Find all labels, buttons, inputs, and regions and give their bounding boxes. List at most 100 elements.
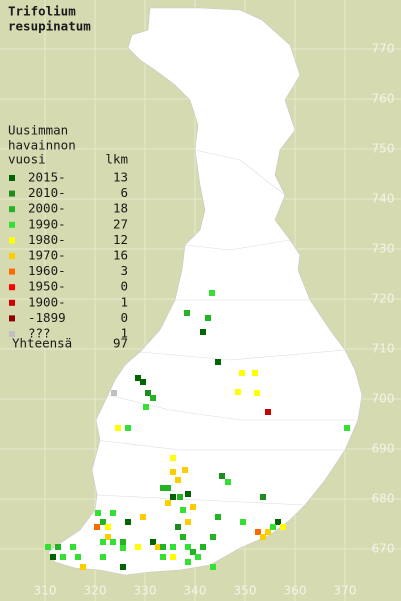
x-tick-label: 310 xyxy=(34,584,57,598)
y-tick-label: 760 xyxy=(372,92,395,106)
observation xyxy=(200,329,206,335)
observation xyxy=(111,390,117,396)
legend-count: 12 xyxy=(113,232,128,247)
observation xyxy=(105,534,111,540)
observation xyxy=(160,554,166,560)
observation xyxy=(135,544,141,550)
title: Trifolium xyxy=(8,4,76,19)
legend-swatch xyxy=(9,331,15,337)
observation xyxy=(280,524,286,530)
legend-count: 1 xyxy=(120,326,128,341)
observation xyxy=(344,425,350,431)
observation xyxy=(170,544,176,550)
y-tick-label: 670 xyxy=(372,542,395,556)
legend-label: 1950- xyxy=(28,279,66,294)
observation xyxy=(180,534,186,540)
observation xyxy=(170,554,176,560)
observation xyxy=(175,477,181,483)
x-tick-label: 320 xyxy=(84,584,107,598)
legend-header: Uusimman xyxy=(8,123,68,138)
observation xyxy=(100,554,106,560)
legend-label: 2000- xyxy=(28,201,66,216)
legend-label: 1990- xyxy=(28,216,66,231)
legend-label: 1900- xyxy=(28,294,66,309)
observation xyxy=(190,504,196,510)
observation xyxy=(260,534,266,540)
title: resupinatum xyxy=(8,19,91,34)
observation xyxy=(195,554,201,560)
observation xyxy=(205,315,211,321)
observation xyxy=(125,425,131,431)
observation xyxy=(170,455,176,461)
legend-swatch xyxy=(9,175,15,181)
legend-count: 18 xyxy=(113,201,128,216)
legend-swatch xyxy=(9,299,15,306)
legend-swatch xyxy=(9,268,15,275)
observation xyxy=(270,524,276,530)
observation xyxy=(105,524,111,530)
legend-swatch xyxy=(9,221,15,228)
observation xyxy=(225,479,231,485)
observation xyxy=(120,564,126,570)
observation xyxy=(165,485,171,491)
observation xyxy=(252,370,258,376)
observation xyxy=(200,544,206,550)
y-tick-label: 690 xyxy=(372,442,395,456)
observation xyxy=(210,534,216,540)
finland-outline xyxy=(47,7,363,576)
legend-count: 0 xyxy=(120,310,128,325)
legend-label: -1899 xyxy=(28,310,66,325)
observation xyxy=(215,514,221,520)
observation xyxy=(185,559,191,565)
legend-label: ??? xyxy=(28,326,51,341)
legend-count: 3 xyxy=(120,263,128,278)
y-tick-label: 730 xyxy=(372,242,395,256)
x-tick-label: 330 xyxy=(134,584,157,598)
observation xyxy=(100,539,106,545)
observation xyxy=(160,544,166,550)
observation xyxy=(219,473,225,479)
observation xyxy=(185,491,191,497)
observation xyxy=(45,544,51,550)
legend-swatch xyxy=(9,206,15,213)
legend-count: 27 xyxy=(113,216,128,231)
observation xyxy=(150,395,156,401)
legend-count: 6 xyxy=(120,185,128,200)
observation xyxy=(120,545,126,551)
legend-header: havainnon xyxy=(8,138,76,153)
observation xyxy=(94,524,100,530)
legend-count: 13 xyxy=(113,170,128,185)
y-tick-label: 770 xyxy=(372,42,395,56)
observation xyxy=(145,390,151,396)
observation xyxy=(135,375,141,381)
observation xyxy=(209,290,215,296)
legend-label: 2010- xyxy=(28,185,66,200)
observation xyxy=(150,539,156,545)
observation xyxy=(80,564,86,570)
observation xyxy=(185,519,191,525)
x-tick-label: 370 xyxy=(334,584,357,598)
y-tick-label: 720 xyxy=(372,292,395,306)
observation xyxy=(143,404,149,410)
observation xyxy=(160,485,166,491)
observation xyxy=(177,494,183,500)
legend-count: 16 xyxy=(113,248,128,263)
legend-count: 0 xyxy=(120,279,128,294)
legend-header: lkm xyxy=(105,152,128,167)
observation xyxy=(185,544,191,550)
observation xyxy=(265,529,271,535)
legend-label: 1980- xyxy=(28,232,66,247)
legend-swatch xyxy=(9,237,15,244)
observation xyxy=(120,539,126,545)
observation xyxy=(155,544,161,550)
observation xyxy=(240,519,246,525)
legend-header: vuosi xyxy=(8,152,46,167)
legend-swatch xyxy=(9,253,15,259)
y-tick-label: 680 xyxy=(372,492,395,506)
observation xyxy=(175,524,181,530)
observation xyxy=(275,519,281,525)
legend-total-label: Yhteensä xyxy=(12,336,72,351)
observation xyxy=(170,469,176,475)
observation xyxy=(140,379,146,385)
legend-label: 1970- xyxy=(28,248,66,263)
